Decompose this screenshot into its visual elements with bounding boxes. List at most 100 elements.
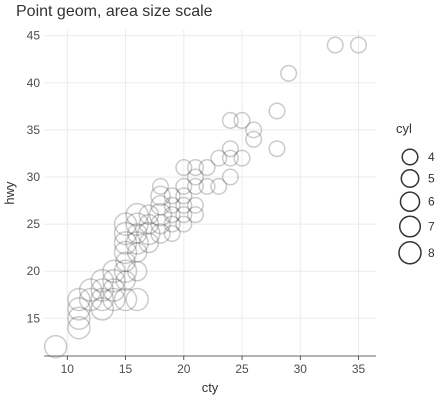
y-tick-label: 30 bbox=[27, 170, 41, 184]
data-point bbox=[90, 287, 114, 312]
legend-key bbox=[398, 215, 422, 238]
data-point bbox=[126, 260, 148, 282]
y-tick-label: 45 bbox=[27, 29, 41, 43]
data-point bbox=[115, 251, 136, 273]
legend-label: 4 bbox=[428, 150, 435, 164]
x-axis-label: cty bbox=[202, 380, 219, 395]
data-point bbox=[175, 196, 193, 214]
data-point bbox=[150, 213, 171, 235]
legend-key bbox=[399, 191, 421, 212]
legend-key bbox=[400, 169, 420, 188]
data-point bbox=[90, 297, 114, 321]
legend-key bbox=[401, 148, 419, 166]
data-point bbox=[67, 315, 91, 340]
data-point bbox=[138, 232, 160, 254]
data-point bbox=[113, 212, 138, 236]
data-point bbox=[186, 159, 204, 177]
y-axis-label: hwy bbox=[2, 181, 17, 205]
data-point bbox=[102, 278, 126, 302]
data-point bbox=[78, 287, 103, 312]
data-point bbox=[113, 240, 138, 265]
data-point bbox=[349, 36, 368, 54]
data-point bbox=[67, 297, 91, 321]
y-tick-label: 40 bbox=[27, 76, 41, 90]
data-point bbox=[43, 334, 68, 359]
data-point bbox=[210, 177, 228, 195]
data-point bbox=[175, 177, 193, 195]
data-point bbox=[102, 259, 126, 283]
data-point bbox=[186, 206, 204, 224]
grid-lines bbox=[44, 30, 376, 356]
data-point bbox=[186, 196, 204, 214]
data-point bbox=[163, 196, 181, 214]
y-axis-ticks: 15 20 25 30 35 40 45 bbox=[27, 29, 41, 326]
data-point bbox=[210, 149, 228, 167]
data-point bbox=[67, 306, 91, 331]
data-point bbox=[186, 168, 204, 186]
data-point bbox=[138, 204, 160, 225]
legend: cyl 4 5 6 7 8 bbox=[396, 121, 435, 265]
x-tick-label: 30 bbox=[294, 362, 308, 376]
x-tick-label: 25 bbox=[235, 362, 249, 376]
data-point bbox=[126, 223, 148, 244]
data-point bbox=[268, 140, 286, 158]
data-point bbox=[113, 287, 138, 312]
legend-key bbox=[398, 241, 422, 265]
data-point bbox=[78, 278, 103, 302]
data-point bbox=[126, 242, 148, 263]
data-point bbox=[198, 177, 216, 195]
data-point bbox=[125, 212, 149, 236]
plot-panel bbox=[44, 30, 376, 356]
data-point bbox=[221, 111, 239, 129]
data-point bbox=[113, 221, 138, 246]
data-point bbox=[151, 177, 170, 195]
x-tick-label: 20 bbox=[177, 362, 191, 376]
data-point bbox=[90, 268, 114, 293]
legend-label: 6 bbox=[428, 195, 435, 209]
data-point bbox=[186, 177, 204, 195]
data-point bbox=[280, 64, 298, 82]
data-point bbox=[102, 287, 126, 312]
data-point bbox=[163, 206, 181, 224]
x-tick-label: 10 bbox=[61, 362, 75, 376]
data-point bbox=[137, 221, 161, 246]
data-point bbox=[150, 194, 171, 216]
y-tick-label: 20 bbox=[27, 264, 41, 278]
data-point bbox=[113, 231, 138, 255]
data-point bbox=[90, 278, 114, 302]
data-point bbox=[268, 102, 286, 120]
data-point bbox=[125, 231, 149, 255]
data-point bbox=[115, 270, 136, 291]
data-point bbox=[148, 202, 173, 227]
chart-title: Point geom, area size scale bbox=[16, 3, 213, 20]
x-tick-label: 15 bbox=[119, 362, 133, 376]
data-point bbox=[102, 268, 126, 293]
data-point bbox=[113, 259, 138, 283]
data-point bbox=[245, 121, 263, 139]
data-point bbox=[175, 206, 193, 224]
data-point bbox=[163, 215, 181, 233]
legend-title: cyl bbox=[396, 121, 412, 136]
data-point bbox=[233, 149, 251, 167]
data-point bbox=[198, 159, 216, 177]
data-point bbox=[67, 287, 91, 312]
data-point bbox=[125, 202, 149, 227]
legend-label: 7 bbox=[428, 220, 435, 234]
data-point bbox=[221, 140, 239, 158]
data-point bbox=[163, 224, 181, 243]
legend-label: 5 bbox=[428, 171, 435, 185]
x-tick-label: 35 bbox=[352, 362, 366, 376]
data-point bbox=[175, 159, 193, 177]
y-tick-label: 25 bbox=[27, 217, 41, 231]
data-point bbox=[326, 36, 344, 54]
data-point bbox=[221, 168, 239, 186]
y-tick-label: 15 bbox=[27, 311, 41, 325]
data-point bbox=[245, 130, 263, 148]
data-point bbox=[163, 187, 181, 205]
legend-label: 8 bbox=[428, 246, 435, 260]
data-point bbox=[125, 287, 149, 312]
data-point bbox=[175, 215, 193, 233]
x-axis-ticks: 10 15 20 25 30 35 bbox=[61, 356, 366, 376]
y-tick-label: 35 bbox=[27, 123, 41, 137]
